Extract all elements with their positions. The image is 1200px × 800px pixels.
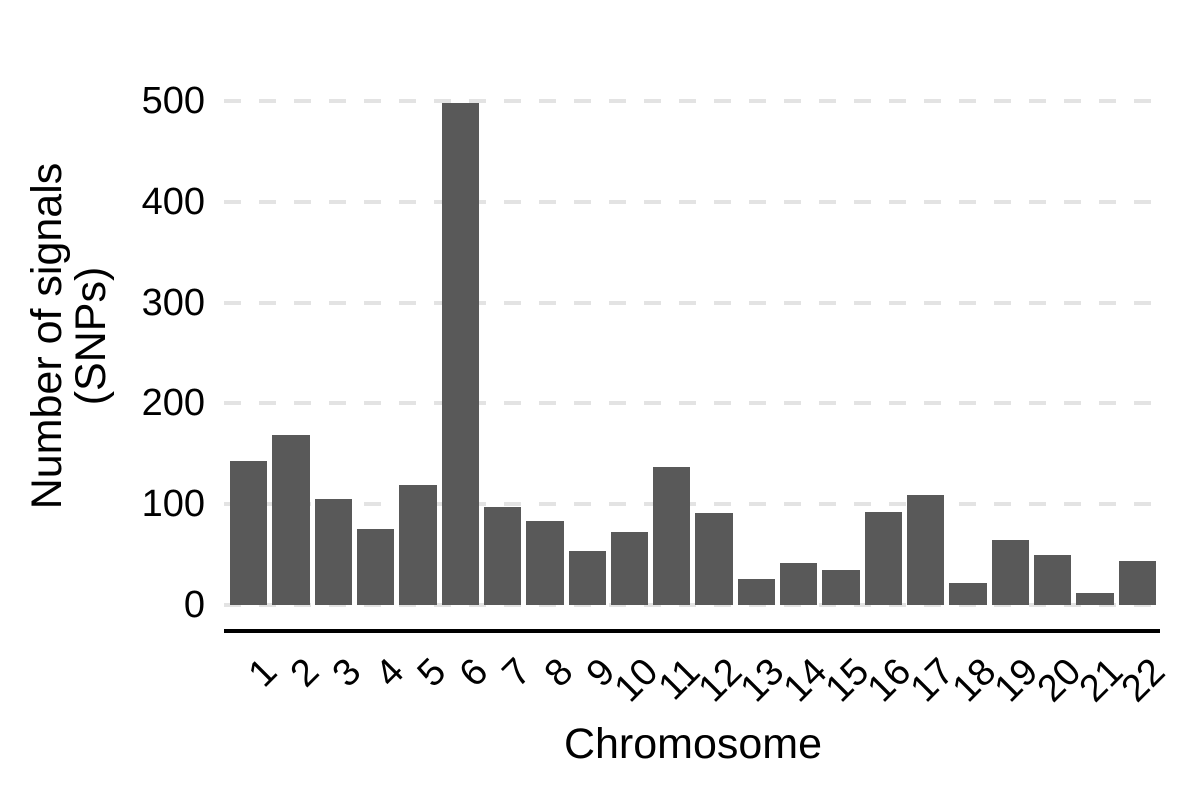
- bar-chr-8: [526, 521, 564, 605]
- bar-chr-1: [230, 461, 268, 605]
- bar-chr-9: [568, 551, 606, 605]
- gridline-100: [224, 502, 1160, 507]
- bar-chr-16: [864, 512, 902, 605]
- y-tick-label-0: 0: [183, 584, 205, 626]
- bar-chr-13: [737, 579, 776, 605]
- bar-chr-3: [314, 499, 352, 605]
- x-axis-line: [224, 629, 1160, 633]
- bar-chr-7: [483, 507, 522, 605]
- bar-chr-20: [1033, 555, 1072, 605]
- gridline-500: [224, 99, 1160, 103]
- gridline-200: [224, 401, 1160, 406]
- bar-chr-18: [949, 583, 987, 605]
- bar-chr-11: [653, 467, 691, 605]
- bar-chr-12: [695, 513, 733, 605]
- bar-chr-21: [1076, 593, 1114, 605]
- y-axis-title-line1: Number of signals: [23, 162, 71, 510]
- y-tick-label-500: 500: [141, 80, 205, 122]
- bar-chr-4: [356, 529, 395, 605]
- bar-chr-6: [441, 103, 479, 605]
- bar-chr-19: [991, 540, 1029, 605]
- y-tick-label-100: 100: [141, 483, 205, 526]
- x-axis-title: Chromosome: [563, 720, 823, 768]
- bars-container: [228, 85, 1158, 605]
- gridline-0: [224, 603, 1160, 607]
- bar-chr-15: [822, 570, 860, 605]
- bar-chr-14: [780, 563, 818, 605]
- y-tick-label-200: 200: [141, 382, 205, 425]
- bar-chr-17: [907, 495, 945, 605]
- bar-chr-5: [399, 485, 437, 605]
- y-tick-label-300: 300: [141, 281, 205, 324]
- gridline-400: [224, 199, 1160, 204]
- bar-chr-22: [1118, 561, 1156, 605]
- bar-chr-10: [610, 532, 649, 605]
- y-tick-label-400: 400: [141, 180, 205, 223]
- plot-panel: [224, 85, 1160, 607]
- bar-chr-2: [272, 435, 310, 605]
- gridline-300: [224, 300, 1160, 305]
